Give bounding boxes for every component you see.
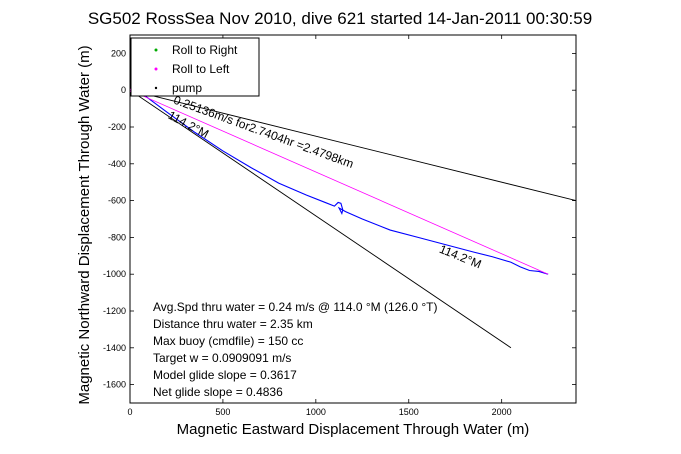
note-max-buoy: Max buoy (cmdfile) = 150 cc (153, 334, 303, 348)
y-tick-label: -1000 (103, 269, 126, 279)
y-tick-label: -400 (108, 159, 126, 169)
legend: Roll to Right Roll to Left pump (130, 37, 260, 97)
legend-marker-roll-right (154, 48, 158, 52)
y-axis-ticks: 200 0 -200 -400 -600 -800 -1000 -1200 -1400 -1600 (103, 48, 576, 390)
y-tick-label: 200 (111, 48, 126, 58)
x-tick-label: 2000 (492, 407, 512, 417)
x-tick-label: 1500 (399, 407, 419, 417)
chart-title: SG502 RossSea Nov 2010, dive 621 started… (88, 9, 592, 28)
note-avg-speed: Avg.Spd thru water = 0.24 m/s @ 114.0 °M… (153, 300, 437, 314)
y-axis-label: Magnetic Northward Displacement Through … (76, 45, 93, 404)
bound-line-1 (130, 89, 512, 349)
x-axis-ticks: 0 500 1000 1500 2000 (127, 35, 512, 417)
x-tick-label: 0 (127, 407, 132, 417)
legend-label-pump: pump (172, 81, 202, 95)
legend-box (130, 37, 260, 97)
y-tick-label: -1600 (103, 380, 126, 390)
series-line-1 (130, 89, 549, 275)
series-line-0 (130, 89, 549, 275)
legend-label-roll-right: Roll to Right (172, 43, 238, 57)
bound-line-0 (130, 89, 576, 202)
y-tick-label: -600 (108, 196, 126, 206)
note-target-w: Target w = 0.0909091 m/s (153, 351, 291, 365)
legend-marker-pump (154, 86, 158, 90)
y-tick-label: 0 (121, 85, 126, 95)
bound-lines (130, 89, 576, 349)
note-model-glide: Model glide slope = 0.3617 (153, 368, 297, 382)
y-tick-label: -1400 (103, 343, 126, 353)
x-axis-label: Magnetic Eastward Displacement Through W… (177, 421, 530, 438)
y-tick-label: -800 (108, 232, 126, 242)
x-tick-label: 500 (215, 407, 230, 417)
x-tick-label: 1000 (306, 407, 326, 417)
note-distance: Distance thru water = 2.35 km (153, 317, 313, 331)
stats-notes: Avg.Spd thru water = 0.24 m/s @ 114.0 °M… (153, 300, 437, 399)
y-tick-label: -1200 (103, 306, 126, 316)
note-net-glide: Net glide slope = 0.4836 (153, 385, 283, 399)
legend-label-roll-left: Roll to Left (172, 62, 230, 76)
legend-marker-roll-left (154, 67, 158, 71)
y-tick-label: -200 (108, 122, 126, 132)
